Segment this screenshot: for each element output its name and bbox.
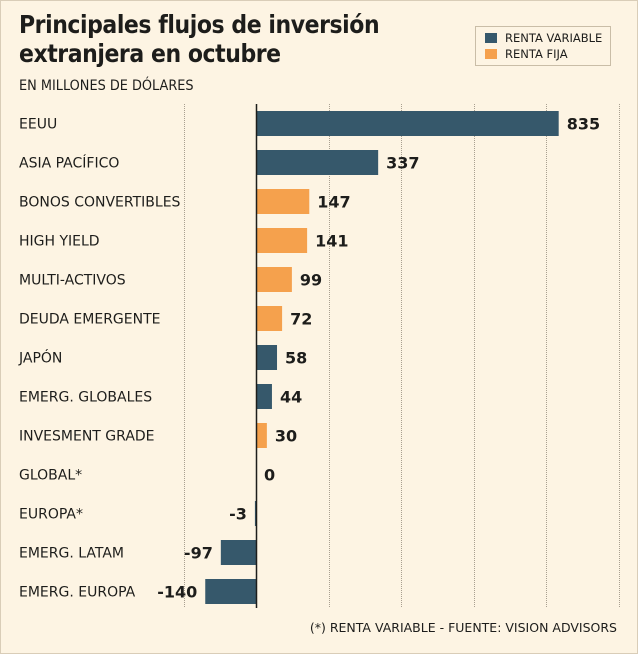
category-label: EMERG. GLOBALES [19,390,152,406]
bar [256,228,308,253]
category-label: BONOS CONVERTIBLES [19,195,181,211]
category-label: EEUU [19,117,57,133]
bar [220,540,256,565]
value-label: 835 [567,115,600,134]
chart-subtitle: EN MILLONES DE DÓLARES [19,78,194,94]
category-label: ASIA PACÍFICO [19,155,119,172]
footnote: (*) RENTA VARIABLE - FUENTE: VISION ADVI… [309,620,617,635]
value-label: -3 [229,505,247,524]
bar [256,189,310,214]
value-label: 44 [280,388,302,407]
category-label: GLOBAL* [19,468,82,484]
legend-label-renta-fija: RENTA FIJA [505,47,568,61]
bar [256,150,379,175]
category-label: EUROPA* [19,507,83,523]
bar [254,501,256,526]
value-label: 30 [275,427,297,446]
category-label: EMERG. EUROPA [19,585,136,601]
bar [256,345,278,370]
bar [205,579,256,604]
value-label: -140 [157,583,197,602]
category-label: EMERG. LATAM [19,546,124,562]
value-label: 99 [300,271,322,290]
chart-title-line-1: Principales flujos de inversión [19,10,380,39]
bar [256,111,559,136]
value-label: 147 [317,193,350,212]
chart-title: Principales flujos de inversión extranje… [19,10,397,68]
legend-label-renta-variable: RENTA VARIABLE [505,31,603,45]
value-label: 58 [285,349,307,368]
legend: RENTA VARIABLE RENTA FIJA [475,26,611,66]
bar [256,267,292,292]
legend-item-renta-fija: RENTA FIJA [485,47,568,61]
category-label: MULTI-ACTIVOS [19,273,126,289]
bar [256,423,267,448]
value-label: 0 [264,466,275,485]
chart-title-line-2: extranjera en octubre [19,39,281,68]
legend-item-renta-variable: RENTA VARIABLE [485,31,602,45]
legend-swatch-renta-variable [485,33,497,43]
bar [256,306,283,331]
value-label: -97 [184,544,213,563]
value-label: 337 [386,154,419,173]
category-label: HIGH YIELD [19,234,100,250]
category-label: DEUDA EMERGENTE [19,312,161,328]
value-label: 141 [315,232,348,251]
category-label: JAPÓN [18,349,62,367]
category-label: INVESMENT GRADE [19,429,155,445]
legend-swatch-renta-fija [485,49,497,59]
value-label: 72 [290,310,312,329]
bar [256,384,272,409]
